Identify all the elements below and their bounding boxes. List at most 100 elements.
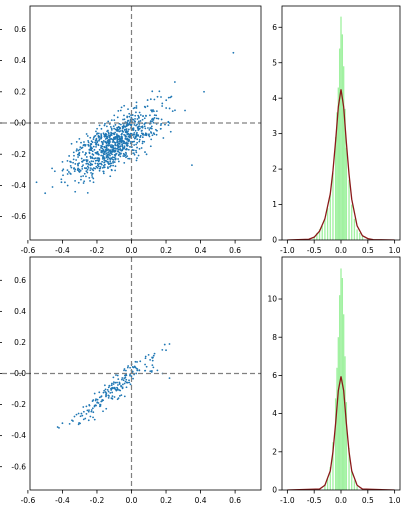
data-point: [127, 365, 130, 367]
data-point: [127, 123, 130, 126]
data-point: [120, 106, 123, 109]
data-point: [123, 118, 126, 121]
data-point: [130, 116, 133, 119]
data-point: [116, 374, 119, 377]
data-point: [80, 175, 82, 178]
data-point: [119, 138, 122, 141]
data-point: [62, 174, 64, 177]
data-point: [72, 151, 75, 154]
data-point: [92, 160, 95, 163]
data-point: [110, 146, 113, 149]
data-point: [107, 386, 110, 389]
data-point: [161, 105, 164, 107]
data-point: [88, 409, 90, 412]
data-point: [73, 170, 76, 173]
data-point: [106, 135, 109, 138]
x-tick-label: -0.4: [55, 246, 70, 255]
data-point: [112, 146, 115, 149]
data-point: [135, 143, 138, 146]
data-point: [75, 141, 78, 143]
data-point: [61, 169, 64, 172]
data-point: [116, 388, 119, 391]
data-point: [167, 124, 170, 127]
data-point: [91, 163, 94, 166]
data-point: [96, 133, 98, 136]
data-point: [110, 127, 113, 130]
data-point: [135, 159, 138, 162]
data-point: [93, 404, 96, 407]
histogram-bar: [332, 172, 334, 240]
data-point: [85, 412, 88, 415]
data-point: [103, 389, 106, 392]
data-point: [108, 153, 111, 155]
histogram-bar: [321, 225, 323, 240]
data-point: [127, 108, 129, 111]
data-point: [161, 348, 164, 351]
data-point: [137, 114, 140, 117]
data-point: [156, 95, 159, 98]
data-point: [111, 156, 114, 159]
data-point: [86, 135, 89, 137]
data-point: [135, 367, 138, 370]
data-point: [111, 395, 114, 398]
data-point: [152, 366, 155, 369]
histogram-bar: [334, 398, 337, 490]
data-point: [117, 160, 120, 163]
data-point: [103, 151, 106, 154]
data-point: [103, 159, 106, 162]
y-tick-label: 0: [272, 486, 277, 495]
data-point: [97, 402, 100, 404]
data-point: [113, 119, 116, 121]
data-point: [133, 140, 136, 143]
data-point: [135, 111, 137, 114]
data-point: [96, 162, 99, 165]
data-point: [112, 141, 115, 143]
data-point: [89, 136, 92, 139]
data-point: [124, 374, 127, 377]
histogram-bar: [356, 229, 358, 240]
scatter-panel-top: -0.6 -0.4 -0.2 0.0 0.2 0.4 0.6 -0.6 -0.4 -0.2 0.0 0…: [0, 5, 262, 255]
data-point: [103, 133, 106, 136]
data-point: [113, 114, 116, 117]
data-point: [77, 181, 80, 184]
data-point: [124, 128, 127, 131]
data-point: [89, 157, 92, 159]
data-point: [140, 126, 143, 128]
histogram-bar: [337, 337, 339, 490]
data-point: [95, 398, 97, 401]
data-point: [155, 117, 158, 120]
data-point: [86, 171, 89, 174]
data-point: [86, 165, 89, 168]
data-point: [111, 153, 113, 156]
histogram-bar: [353, 480, 356, 490]
histogram-bar: [344, 356, 346, 490]
data-point: [110, 128, 113, 131]
x-tick-label: -0.5: [307, 496, 322, 505]
data-point: [107, 390, 110, 393]
data-point: [123, 155, 126, 158]
data-point: [92, 138, 95, 141]
data-point: [136, 118, 139, 120]
data-point: [127, 138, 129, 141]
data-point: [107, 397, 110, 399]
data-point: [78, 137, 81, 140]
data-point: [85, 162, 88, 165]
data-point: [98, 169, 101, 172]
data-point: [51, 186, 54, 188]
data-point: [134, 129, 137, 132]
data-point: [114, 165, 117, 168]
data-point: [88, 177, 91, 179]
data-point: [103, 135, 106, 138]
data-point: [83, 141, 85, 143]
data-point: [103, 124, 106, 127]
data-point: [123, 104, 126, 107]
histogram-bar: [337, 87, 339, 240]
data-point: [107, 167, 109, 170]
data-point: [135, 149, 137, 152]
data-point: [135, 107, 138, 109]
data-point: [83, 143, 86, 146]
data-point: [173, 81, 176, 83]
data-point: [150, 132, 153, 134]
data-point: [114, 141, 117, 144]
data-point: [78, 162, 80, 165]
